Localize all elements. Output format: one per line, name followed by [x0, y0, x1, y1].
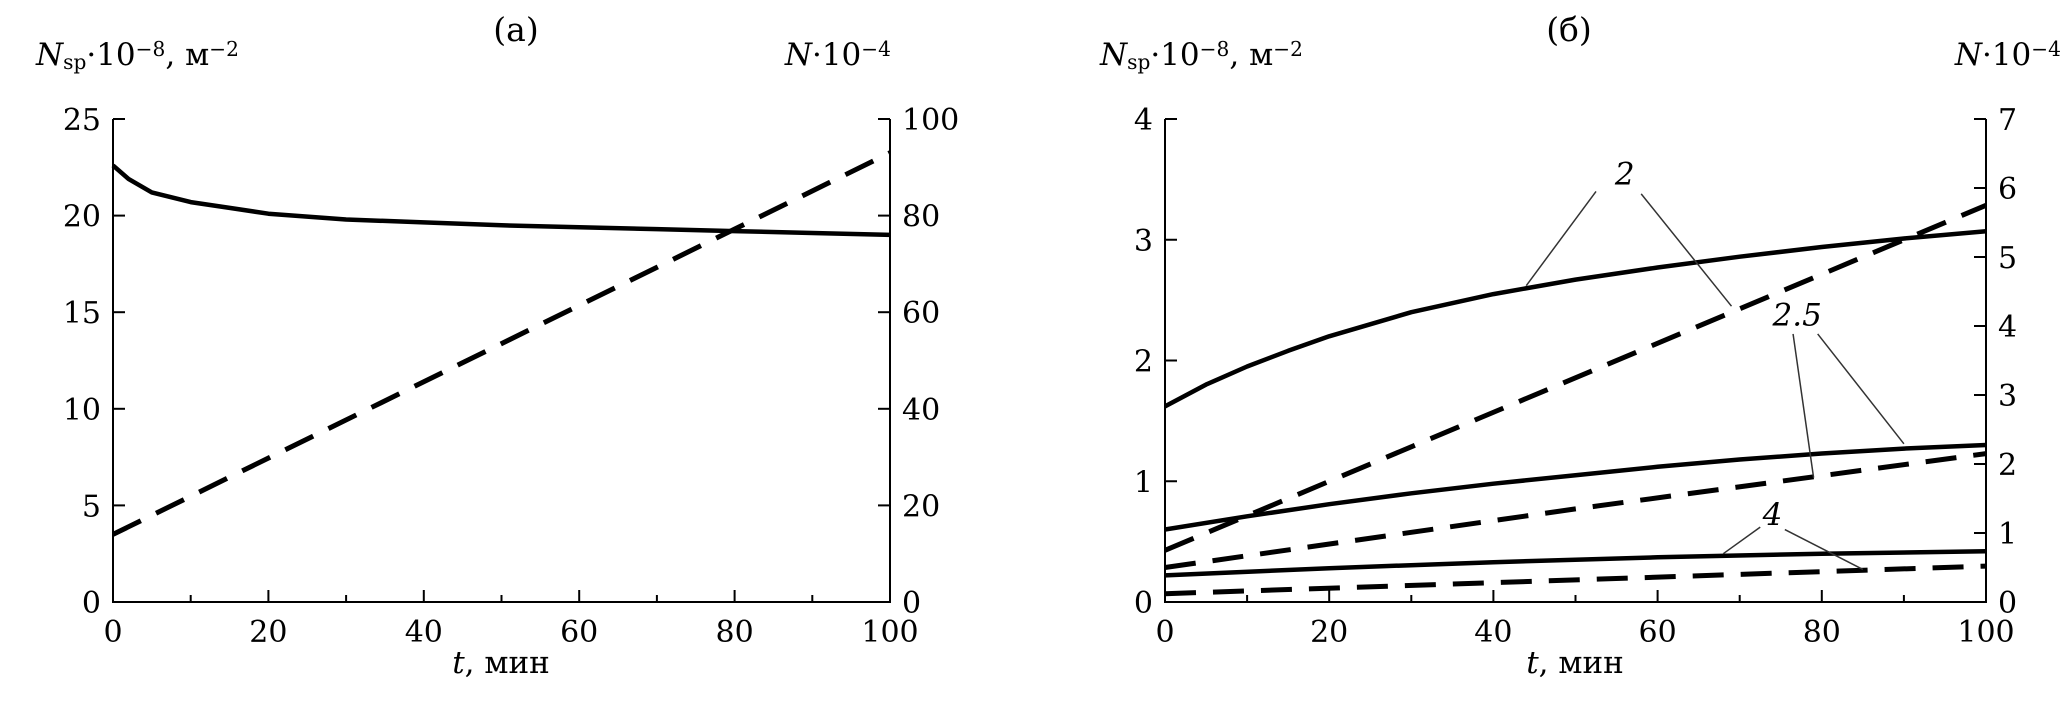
series-curve-2-dashed [1164, 202, 1987, 553]
axis-title-mid: , мин [1538, 645, 1624, 681]
left-tick-label: 20 [63, 200, 101, 235]
axis-title-sub: sp [63, 49, 87, 74]
series-curve-2.5-dashed [1164, 451, 1987, 570]
axis-title-mid: ·10 [1981, 37, 2032, 73]
axis-title-sub: sp [1127, 49, 1151, 74]
axes-frame [112, 119, 891, 603]
right-tick-label: 7 [1998, 103, 2017, 138]
x-tick-label: 80 [716, 615, 754, 650]
panel-b-right-axis-title: N·10−4 [1955, 38, 2061, 72]
left-tick-label: 4 [1134, 103, 1153, 138]
curve-label-2.5: 2.5 [1772, 298, 1822, 334]
right-tick-label: 1 [1998, 517, 2017, 552]
annotation-leader [1792, 333, 1815, 478]
annotation-leader [1640, 193, 1733, 307]
axis-title-mid2: , м [1229, 37, 1274, 73]
right-tick-label: 2 [1998, 448, 2017, 483]
axis-title-sup1: −4 [861, 37, 891, 62]
curve-label-4: 4 [1762, 497, 1783, 533]
right-tick-label: 60 [902, 296, 940, 331]
panel-label-text: (а) [493, 10, 539, 49]
panel-a-right-axis-title: N·10−4 [785, 38, 891, 72]
series-curve-2.5-solid [1164, 442, 1987, 532]
left-tick-label: 5 [82, 489, 101, 524]
series-curve-4-solid [1164, 549, 1987, 578]
annotation-leader [1525, 191, 1597, 287]
axis-title-sup1: −8 [1199, 37, 1230, 62]
panel-b-label: (б) [1546, 10, 1592, 49]
right-tick-label: 6 [1998, 172, 2017, 207]
curve-label-2: 2 [1614, 156, 1635, 192]
axis-title-mid2: , м [165, 37, 210, 73]
axis-title-var: t [452, 645, 465, 681]
annotation-leader [1722, 526, 1761, 555]
left-tick-label: 10 [63, 393, 101, 428]
left-tick-label: 0 [1134, 586, 1153, 621]
axis-title-sup2: −2 [209, 37, 239, 62]
panel-b-x-axis-title: t, мин [1526, 646, 1624, 680]
right-tick-label: 4 [1998, 310, 2017, 345]
series-curve-2-solid [1163, 229, 1987, 409]
x-tick-label: 20 [249, 615, 287, 650]
right-tick-label: 20 [902, 489, 940, 524]
series-curve-4-dashed [1164, 563, 1987, 597]
axes-frame [1164, 119, 1987, 603]
right-tick-label: 0 [902, 586, 921, 621]
panel-a-x-axis-title: t, мин [452, 646, 550, 680]
axis-title-mid: ·10 [1150, 37, 1200, 73]
axis-title-var: N [784, 37, 812, 73]
right-tick-label: 100 [902, 103, 959, 138]
right-tick-label: 40 [902, 393, 940, 428]
axis-title-var: N [1954, 37, 1982, 73]
x-tick-label: 0 [103, 615, 122, 650]
axis-title-var: N [1100, 37, 1128, 73]
right-tick-label: 0 [1998, 586, 2017, 621]
left-tick-label: 3 [1134, 224, 1153, 259]
right-tick-label: 80 [902, 200, 940, 235]
series-n-dashed [111, 150, 892, 537]
x-tick-label: 100 [1957, 615, 2014, 650]
left-tick-label: 15 [63, 296, 101, 331]
series-nsp-solid [111, 163, 891, 238]
panel-a-label: (а) [493, 10, 539, 49]
axis-title-sup2: −2 [1273, 37, 1303, 62]
axis-title-var: t [1526, 645, 1539, 681]
x-tick-label: 60 [560, 615, 598, 650]
x-tick-label: 80 [1803, 615, 1841, 650]
axis-title-mid: ·10 [811, 37, 862, 73]
x-tick-label: 0 [1155, 615, 1174, 650]
right-tick-label: 5 [1998, 241, 2017, 276]
axis-title-mid: , мин [464, 645, 550, 681]
annotation-leader [1817, 333, 1905, 445]
x-tick-label: 100 [861, 615, 918, 650]
x-tick-label: 60 [1639, 615, 1677, 650]
right-tick-label: 3 [1998, 379, 2017, 414]
annotation-leader [1784, 528, 1864, 571]
x-tick-label: 40 [1474, 615, 1512, 650]
axis-title-var: N [36, 37, 64, 73]
x-tick-label: 40 [405, 615, 443, 650]
panel-b-left-axis-title: Nsp·10−8, м−2 [1100, 38, 1303, 73]
left-tick-label: 0 [82, 586, 101, 621]
left-tick-label: 2 [1134, 345, 1153, 380]
panel-label-text: (б) [1546, 10, 1592, 49]
left-tick-label: 1 [1134, 465, 1153, 500]
x-tick-label: 20 [1310, 615, 1348, 650]
axis-title-sup1: −8 [135, 37, 166, 62]
panel-a-left-axis-title: Nsp·10−8, м−2 [36, 38, 239, 73]
axis-title-mid: ·10 [86, 37, 136, 73]
axis-title-sup1: −4 [2031, 37, 2061, 62]
left-tick-label: 25 [63, 103, 101, 138]
